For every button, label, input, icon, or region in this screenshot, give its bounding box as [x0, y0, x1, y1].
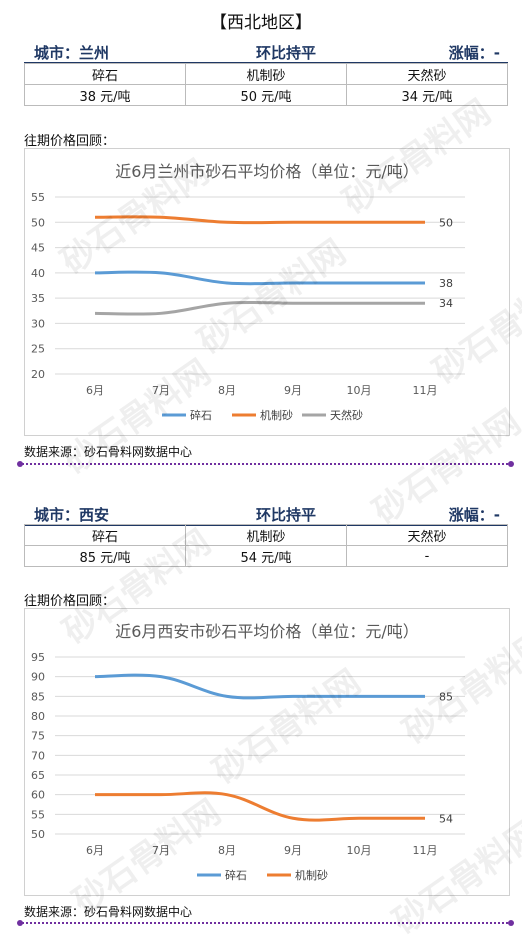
divider-dot — [508, 461, 514, 467]
chart-title: 近6月西安市砂石平均价格（单位：元/吨） — [115, 622, 419, 641]
legend-label: 天然砂 — [330, 408, 363, 422]
y-tick-label: 55 — [31, 808, 45, 821]
city-header-lanzhou: 城市：兰州 环比持平 涨幅：- — [0, 40, 522, 64]
legend-label: 碎石 — [225, 868, 247, 882]
y-tick-label: 90 — [31, 671, 45, 684]
y-tick-label: 70 — [31, 749, 45, 762]
y-tick-label: 50 — [31, 216, 45, 229]
table-cell: 机制砂 — [185, 524, 347, 546]
y-tick-label: 75 — [31, 730, 45, 743]
y-tick-label: 35 — [31, 292, 45, 305]
city-name: 城市：西安 — [34, 506, 110, 524]
x-tick-label: 8月 — [218, 384, 236, 397]
data-label: 54 — [439, 812, 453, 825]
y-tick-label: 65 — [31, 769, 45, 782]
table-cell: 85 元/吨 — [24, 545, 186, 567]
chart-title: 近6月兰州市砂石平均价格（单位：元/吨） — [115, 162, 419, 181]
legend-label: 碎石 — [190, 408, 212, 422]
table-cell: - — [346, 545, 508, 567]
table-header-row: 碎石 机制砂 天然砂 — [24, 524, 508, 546]
review-label: 往期价格回顾： — [24, 594, 116, 609]
table-header-row: 碎石 机制砂 天然砂 — [24, 63, 508, 85]
price-table-xian: 碎石 机制砂 天然砂 85 元/吨 54 元/吨 - — [24, 524, 508, 567]
table-cell: 碎石 — [24, 524, 186, 546]
city-name: 城市：兰州 — [34, 44, 110, 62]
data-label: 50 — [439, 216, 453, 229]
series-line — [94, 300, 425, 316]
change-label: 涨幅：- — [448, 506, 500, 524]
table-cell: 机制砂 — [185, 63, 347, 85]
trend-label: 环比持平 — [256, 44, 317, 62]
x-tick-label: 8月 — [218, 844, 236, 857]
source-label: 数据来源：砂石骨料网数据中心 — [24, 445, 193, 459]
price-table-lanzhou: 碎石 机制砂 天然砂 38 元/吨 50 元/吨 34 元/吨 — [24, 63, 508, 106]
y-tick-label: 20 — [31, 368, 45, 381]
x-tick-label: 10月 — [347, 844, 372, 857]
chart-frame-lanzhou: 近6月兰州市砂石平均价格（单位：元/吨） 20 25 30 35 40 45 50 55 6月 7月… — [24, 148, 510, 436]
series-line — [95, 791, 425, 822]
y-tick-label: 55 — [31, 191, 45, 204]
y-tick-label: 25 — [31, 343, 45, 356]
legend-label: 机制砂 — [260, 408, 293, 422]
table-cell: 50 元/吨 — [185, 84, 347, 106]
series-line — [94, 215, 425, 225]
y-tick-label: 50 — [31, 828, 45, 841]
x-tick-label: 11月 — [413, 384, 438, 397]
region-title: 【西北地区】 — [210, 13, 312, 33]
x-tick-label: 7月 — [152, 844, 170, 857]
y-tick-label: 80 — [31, 710, 45, 723]
series-line — [94, 270, 425, 286]
x-tick-label: 6月 — [86, 384, 104, 397]
y-tick-label: 45 — [31, 242, 45, 255]
source-label: 数据来源：砂石骨料网数据中心 — [24, 905, 193, 919]
table-cell: 碎石 — [24, 63, 186, 85]
chart-frame-xian: 近6月西安市砂石平均价格（单位：元/吨） 50 55 60 65 70 75 80 85 90 95… — [24, 608, 510, 896]
table-row: 85 元/吨 54 元/吨 - — [24, 545, 508, 567]
divider-dot — [508, 920, 514, 926]
table-cell: 34 元/吨 — [346, 84, 508, 106]
table-cell: 38 元/吨 — [24, 84, 186, 106]
line-chart-lanzhou: 近6月兰州市砂石平均价格（单位：元/吨） 20 25 30 35 40 45 50 55 6月 7月… — [31, 162, 465, 422]
legend-label: 机制砂 — [295, 868, 328, 882]
table-row: 38 元/吨 50 元/吨 34 元/吨 — [24, 84, 508, 106]
data-label: 38 — [439, 277, 453, 290]
change-label: 涨幅：- — [448, 44, 500, 62]
review-label: 往期价格回顾： — [24, 134, 116, 149]
trend-label: 环比持平 — [256, 506, 317, 524]
table-cell: 天然砂 — [346, 63, 508, 85]
x-tick-label: 10月 — [347, 384, 372, 397]
y-tick-label: 60 — [31, 789, 45, 802]
x-tick-label: 9月 — [284, 384, 302, 397]
series-line — [94, 673, 425, 700]
table-cell: 54 元/吨 — [185, 545, 347, 567]
y-tick-label: 95 — [31, 651, 45, 664]
x-tick-label: 9月 — [284, 844, 302, 857]
table-cell: 天然砂 — [346, 524, 508, 546]
x-tick-label: 7月 — [152, 384, 170, 397]
section-divider — [18, 463, 512, 465]
divider-dot — [17, 920, 23, 926]
line-chart-xian: 近6月西安市砂石平均价格（单位：元/吨） 50 55 60 65 70 75 80 85 90 95… — [31, 622, 465, 882]
city-header-xian: 城市：西安 环比持平 涨幅：- — [0, 502, 522, 526]
divider-dot — [17, 461, 23, 467]
section-divider — [18, 922, 512, 924]
x-tick-label: 11月 — [413, 844, 438, 857]
x-tick-label: 6月 — [86, 844, 104, 857]
data-label: 85 — [439, 690, 453, 703]
y-tick-label: 30 — [31, 317, 45, 330]
y-tick-label: 40 — [31, 267, 45, 280]
data-label: 34 — [439, 297, 453, 310]
y-tick-label: 85 — [31, 690, 45, 703]
